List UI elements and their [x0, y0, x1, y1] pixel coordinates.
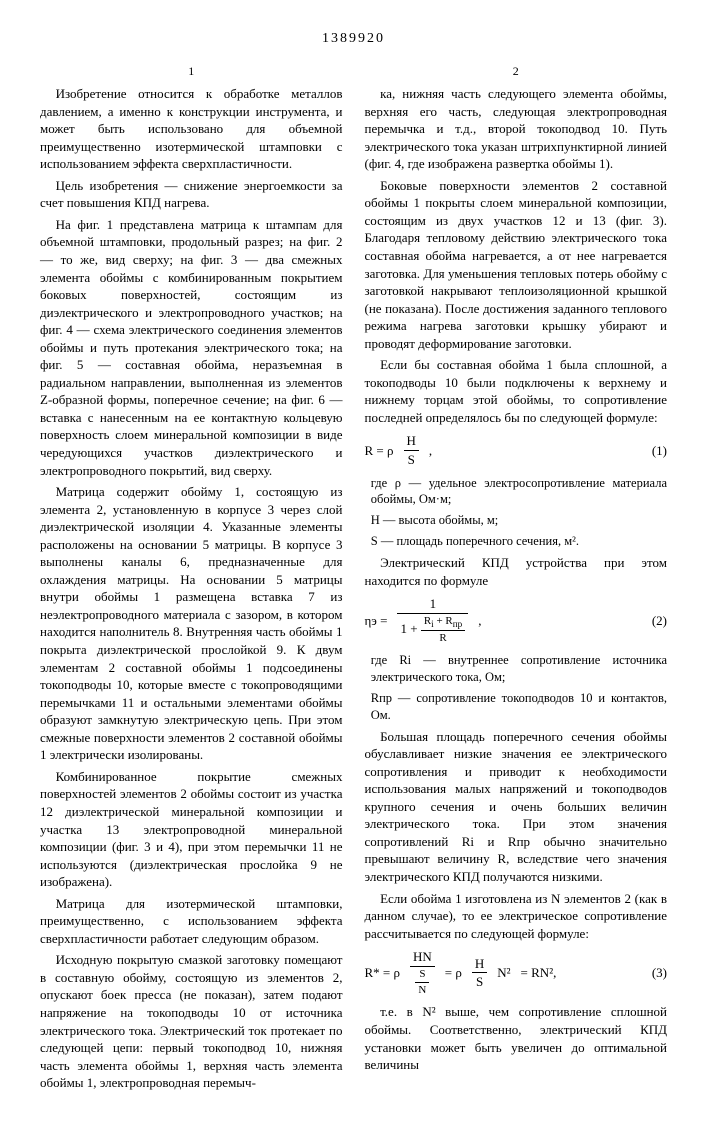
column-number-right: 2: [365, 63, 668, 79]
paragraph: Большая площадь поперечного сечения обой…: [365, 728, 668, 886]
paragraph: Изобретение относится к обработке металл…: [40, 85, 343, 173]
paragraph: Матрица для изотермической штамповки, пр…: [40, 895, 343, 948]
fraction: HS: [472, 955, 487, 991]
formula-number: (1): [652, 442, 667, 460]
formula-number: (3): [652, 964, 667, 982]
fraction: HS: [404, 432, 419, 468]
paragraph: Если бы составная обойма 1 была сплошной…: [365, 356, 668, 426]
formula-number: (2): [652, 612, 667, 630]
paragraph: Электрический КПД устройства при этом на…: [365, 554, 668, 589]
formula-1: R = ρ HS , (1): [365, 432, 668, 468]
paragraph: Если обойма 1 изготовлена из N элементов…: [365, 890, 668, 943]
column-right: 2 ка, нижняя часть следующего элемента о…: [365, 63, 668, 1096]
paragraph: Матрица содержит обойму 1, состоящую из …: [40, 483, 343, 764]
where-clause: Rпр — сопротивление токоподводов 10 и ко…: [371, 690, 667, 724]
two-column-layout: 1 Изобретение относится к обработке мета…: [40, 63, 667, 1096]
paragraph: ка, нижняя часть следующего элемента обо…: [365, 85, 668, 173]
where-clause: S — площадь поперечного сечения, м².: [371, 533, 667, 550]
formula-3: R* = ρ HN SN = ρ HS N² = RN², (3): [365, 948, 668, 997]
fraction: 1 1 + Ri + RпрR: [397, 595, 468, 646]
formula-2: ηэ = 1 1 + Ri + RпрR , (2): [365, 595, 668, 646]
formula-lhs: ηэ =: [365, 612, 388, 630]
paragraph: Комбинированное покрытие смежных поверхн…: [40, 768, 343, 891]
formula-rhs: = RN²,: [521, 964, 557, 982]
fraction: HN SN: [410, 948, 435, 997]
paragraph: т.е. в N² выше, чем сопротивление сплошн…: [365, 1003, 668, 1073]
paragraph: Цель изобретения — снижение энергоемкост…: [40, 177, 343, 212]
where-clause: H — высота обоймы, м;: [371, 512, 667, 529]
paragraph: Исходную покрытую смазкой заготовку поме…: [40, 951, 343, 1091]
paragraph: На фиг. 1 представлена матрица к штампам…: [40, 216, 343, 479]
where-clause: где Ri — внутреннее сопротивление источн…: [371, 652, 667, 686]
patent-number: 1389920: [40, 30, 667, 49]
where-clause: где ρ — удельное электросопротивление ма…: [371, 475, 667, 509]
formula-lhs: R = ρ: [365, 442, 394, 460]
column-number-left: 1: [40, 63, 343, 79]
paragraph: Боковые поверхности элементов 2 составно…: [365, 177, 668, 352]
column-left: 1 Изобретение относится к обработке мета…: [40, 63, 343, 1096]
